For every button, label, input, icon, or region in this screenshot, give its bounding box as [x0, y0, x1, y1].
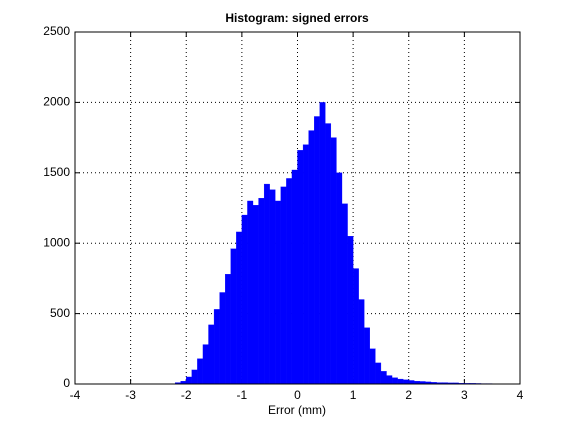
- bar: [264, 184, 270, 384]
- bar: [314, 116, 320, 384]
- bar: [275, 201, 281, 384]
- x-tick-label: 3: [461, 388, 468, 402]
- bar: [253, 205, 259, 384]
- bar: [387, 376, 393, 384]
- bar: [197, 359, 203, 384]
- bar: [392, 378, 398, 384]
- bar: [186, 377, 192, 384]
- x-tick-label: -4: [70, 388, 81, 402]
- bar: [336, 173, 342, 384]
- bar: [292, 170, 298, 384]
- bar: [192, 370, 198, 384]
- bar: [359, 300, 365, 384]
- bar: [364, 328, 370, 384]
- bar: [231, 249, 237, 384]
- bar: [214, 309, 220, 384]
- bar: [331, 138, 337, 384]
- x-tick-label: 1: [350, 388, 357, 402]
- bar: [325, 124, 331, 384]
- x-tick-label: 4: [517, 388, 524, 402]
- bar: [225, 274, 231, 384]
- x-tick-label: -1: [237, 388, 248, 402]
- bar: [242, 215, 248, 384]
- bar: [209, 325, 215, 384]
- bar: [348, 236, 354, 384]
- bar: [370, 349, 376, 384]
- bar: [303, 145, 309, 384]
- chart-title: Histogram: signed errors: [225, 11, 369, 25]
- x-tick-label: 0: [294, 388, 301, 402]
- bar: [381, 371, 387, 384]
- y-tick-label: 1500: [43, 165, 70, 179]
- bar: [353, 269, 359, 384]
- x-tick-label: -3: [125, 388, 136, 402]
- bar: [259, 198, 265, 384]
- bar: [203, 345, 209, 384]
- bar: [375, 363, 381, 384]
- x-axis-label: Error (mm): [268, 403, 326, 417]
- bar: [298, 150, 304, 384]
- y-tick-label: 2500: [43, 24, 70, 38]
- bar: [309, 131, 315, 384]
- x-tick-label: -2: [181, 388, 192, 402]
- bar: [270, 190, 276, 384]
- bar: [286, 178, 292, 384]
- bar: [247, 201, 253, 384]
- bar: [236, 232, 242, 384]
- bar: [403, 380, 409, 384]
- bar: [342, 204, 348, 384]
- y-tick-label: 1000: [43, 235, 70, 249]
- bar: [320, 102, 326, 384]
- bar: [398, 379, 404, 384]
- y-tick-label: 2000: [43, 95, 70, 109]
- bar: [409, 380, 415, 384]
- y-tick-label: 500: [50, 306, 70, 320]
- x-tick-label: 2: [405, 388, 412, 402]
- bar: [281, 187, 287, 384]
- bar: [220, 292, 226, 384]
